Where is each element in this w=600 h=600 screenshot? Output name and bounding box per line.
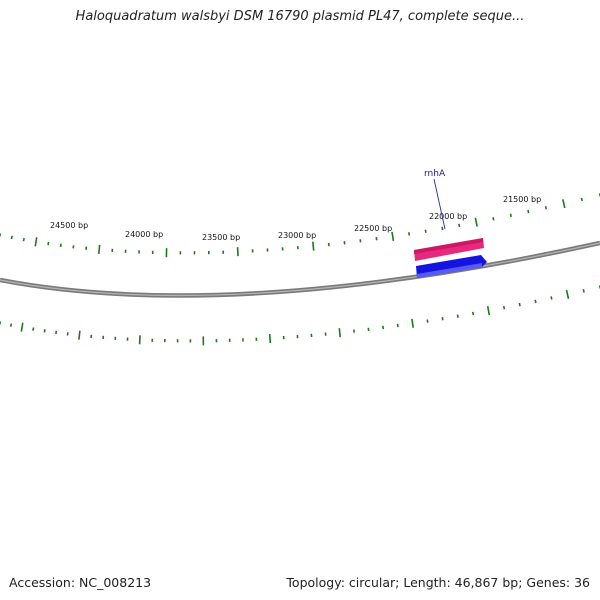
feature-rnha-bottom[interactable] (416, 255, 487, 278)
feature-rnha-top[interactable] (414, 238, 484, 261)
major-tick (268, 333, 272, 344)
minor-tick (582, 289, 585, 293)
minor-tick (382, 325, 385, 330)
tick-label: 22000 bp (429, 212, 467, 221)
gene-label-rnha[interactable]: rnhA (424, 169, 446, 179)
accession-text: Accession: NC_008213 (9, 575, 152, 590)
minor-tick (10, 235, 13, 240)
minor-tick (502, 305, 506, 310)
minor-tick (441, 226, 444, 231)
major-tick (391, 231, 395, 242)
sequence-backbone (0, 240, 600, 298)
major-tick (20, 322, 24, 332)
minor-tick (492, 217, 495, 221)
minor-tick (32, 327, 35, 331)
major-tick (34, 237, 38, 247)
minor-tick (550, 296, 553, 300)
tick-label: 24000 bp (125, 230, 163, 239)
minor-tick (518, 302, 521, 307)
tick-labels: 21500 bp 22000 bp 22500 bp 23000 bp 23500 bp… (50, 195, 541, 242)
minor-tick (534, 299, 537, 304)
tick-label: 22500 bp (354, 224, 392, 233)
major-tick (486, 306, 491, 316)
minor-tick (509, 213, 512, 218)
tick-label: 21500 bp (503, 195, 541, 204)
minor-tick (580, 197, 583, 202)
inner-tick-ring (0, 285, 600, 346)
minor-tick (424, 229, 427, 233)
map-title: Haloquadratum walsbyi DSM 16790 plasmid … (75, 9, 525, 24)
major-tick (565, 289, 570, 299)
major-tick (562, 199, 566, 209)
sequence-summary: Topology: circular; Length: 46,867 bp; G… (286, 575, 590, 590)
major-tick (338, 328, 341, 338)
minor-tick (43, 329, 46, 333)
minor-tick (458, 223, 461, 228)
major-tick (411, 318, 414, 328)
minor-tick (544, 206, 548, 210)
minor-tick (441, 316, 444, 321)
minor-tick (456, 314, 459, 318)
tick-label: 23500 bp (202, 233, 240, 242)
minor-tick (527, 209, 530, 214)
major-tick (78, 330, 81, 340)
minor-tick (22, 237, 25, 242)
major-tick (474, 217, 478, 227)
minor-tick (408, 232, 411, 236)
minor-tick (9, 323, 13, 327)
tick-label: 24500 bp (50, 221, 88, 230)
tick-label: 23000 bp (278, 231, 316, 240)
minor-tick (472, 311, 475, 316)
gene-label-leader (433, 178, 446, 230)
outer-tick-ring (0, 193, 600, 258)
major-tick (312, 241, 315, 251)
major-tick (98, 244, 101, 254)
minor-tick (396, 323, 399, 328)
